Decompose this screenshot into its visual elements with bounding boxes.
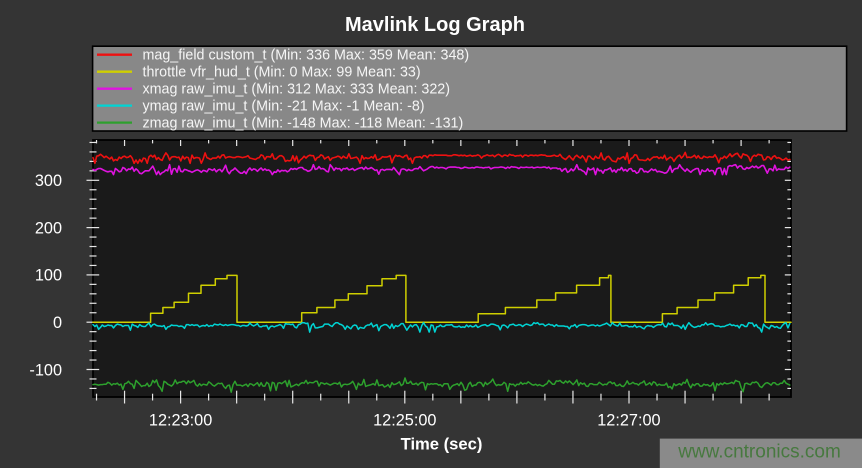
svg-text:www.cntronics.com: www.cntronics.com [677,442,841,463]
svg-text:12:27:00: 12:27:00 [597,412,660,430]
svg-text:xmag raw_imu_t (Min: 312 Max:: xmag raw_imu_t (Min: 312 Max: 333 Mean: … [143,82,451,98]
svg-text:zmag raw_imu_t (Min: -148 Max:: zmag raw_imu_t (Min: -148 Max: -118 Mean… [143,116,464,132]
svg-text:12:23:00: 12:23:00 [149,412,212,430]
svg-text:-100: -100 [29,361,62,379]
svg-text:100: 100 [35,267,62,285]
svg-text:300: 300 [35,172,62,190]
svg-text:mag_field custom_t (Min: 336 M: mag_field custom_t (Min: 336 Max: 359 Me… [143,48,470,64]
svg-text:Time (sec): Time (sec) [401,435,483,454]
svg-text:200: 200 [35,219,62,237]
svg-text:Mavlink Log Graph: Mavlink Log Graph [345,14,525,36]
svg-text:12:25:00: 12:25:00 [373,412,436,430]
svg-text:ymag raw_imu_t (Min: -21 Max:: ymag raw_imu_t (Min: -21 Max: -1 Mean: -… [143,99,425,115]
svg-text:throttle vfr_hud_t (Min: 0 Max: throttle vfr_hud_t (Min: 0 Max: 99 Mean:… [143,65,421,81]
svg-text:0: 0 [53,314,62,332]
